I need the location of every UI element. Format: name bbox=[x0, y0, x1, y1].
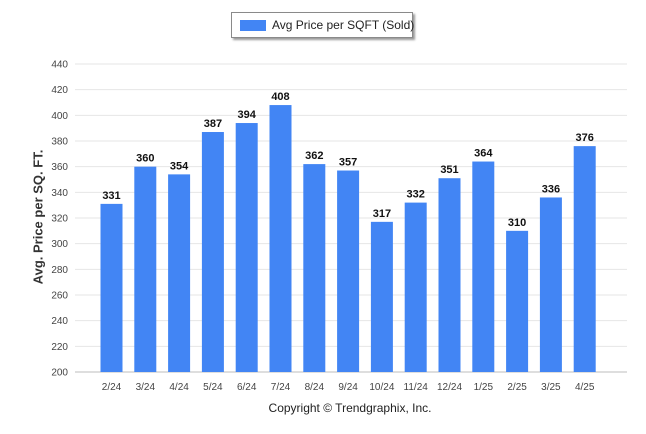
data-label: 394 bbox=[238, 109, 257, 121]
data-label: 354 bbox=[170, 160, 189, 172]
y-tick-label: 220 bbox=[51, 342, 68, 353]
x-tick-label: 10/24 bbox=[369, 382, 394, 393]
x-tick-label: 9/24 bbox=[338, 382, 358, 393]
data-label: 376 bbox=[576, 132, 594, 144]
x-tick-label: 4/24 bbox=[169, 382, 189, 393]
bar bbox=[404, 202, 427, 372]
data-label: 317 bbox=[373, 208, 391, 220]
y-tick-label: 300 bbox=[51, 239, 68, 250]
bar bbox=[438, 178, 461, 372]
bar bbox=[539, 197, 562, 372]
bar bbox=[201, 132, 224, 372]
x-tick-label: 1/25 bbox=[474, 382, 494, 393]
bar bbox=[370, 221, 393, 372]
data-label: 364 bbox=[474, 148, 493, 160]
x-tick-label: 3/24 bbox=[136, 382, 156, 393]
y-tick-label: 260 bbox=[51, 291, 68, 302]
legend-label: Avg Price per SQFT (Sold) bbox=[272, 18, 415, 32]
data-label: 357 bbox=[339, 157, 357, 169]
data-label: 332 bbox=[407, 189, 425, 201]
x-tick-label: 2/24 bbox=[102, 382, 122, 393]
x-tick-label: 2/25 bbox=[507, 382, 527, 393]
bar bbox=[337, 170, 360, 372]
data-label: 331 bbox=[102, 190, 120, 202]
x-tick-label: 5/24 bbox=[203, 382, 223, 393]
data-label: 336 bbox=[542, 183, 560, 195]
bar bbox=[472, 161, 495, 372]
y-tick-label: 200 bbox=[51, 368, 68, 379]
x-tick-label: 8/24 bbox=[305, 382, 325, 393]
y-tick-label: 400 bbox=[51, 111, 68, 122]
bar bbox=[100, 203, 123, 372]
data-label: 351 bbox=[440, 164, 458, 176]
y-tick-label: 240 bbox=[51, 316, 68, 327]
bar bbox=[168, 174, 191, 372]
x-tick-label: 3/25 bbox=[541, 382, 561, 393]
x-tick-label: 6/24 bbox=[237, 382, 257, 393]
y-tick-label: 420 bbox=[51, 85, 68, 96]
bar bbox=[506, 230, 529, 372]
y-tick-label: 280 bbox=[51, 265, 68, 276]
x-tick-label: 12/24 bbox=[437, 382, 462, 393]
data-label: 408 bbox=[271, 91, 289, 103]
y-tick-label: 440 bbox=[51, 60, 68, 71]
bar bbox=[235, 123, 258, 373]
data-label: 362 bbox=[305, 150, 323, 162]
y-tick-label: 380 bbox=[51, 137, 68, 148]
data-label: 387 bbox=[204, 118, 222, 130]
y-tick-label: 340 bbox=[51, 188, 68, 199]
data-label: 310 bbox=[508, 217, 526, 229]
chart-legend: Avg Price per SQFT (Sold) bbox=[231, 12, 415, 38]
y-tick-label: 320 bbox=[51, 214, 68, 225]
x-tick-label: 4/25 bbox=[575, 382, 595, 393]
bar bbox=[573, 146, 596, 372]
data-label: 360 bbox=[136, 153, 154, 165]
bar bbox=[303, 164, 326, 372]
x-tick-label: 7/24 bbox=[271, 382, 291, 393]
copyright-text: Copyright © Trendgraphix, Inc. bbox=[268, 401, 432, 415]
bar bbox=[269, 105, 292, 373]
x-tick-label: 11/24 bbox=[404, 382, 429, 393]
y-tick-label: 360 bbox=[51, 162, 68, 173]
legend-swatch bbox=[240, 19, 266, 31]
bar bbox=[134, 166, 157, 372]
